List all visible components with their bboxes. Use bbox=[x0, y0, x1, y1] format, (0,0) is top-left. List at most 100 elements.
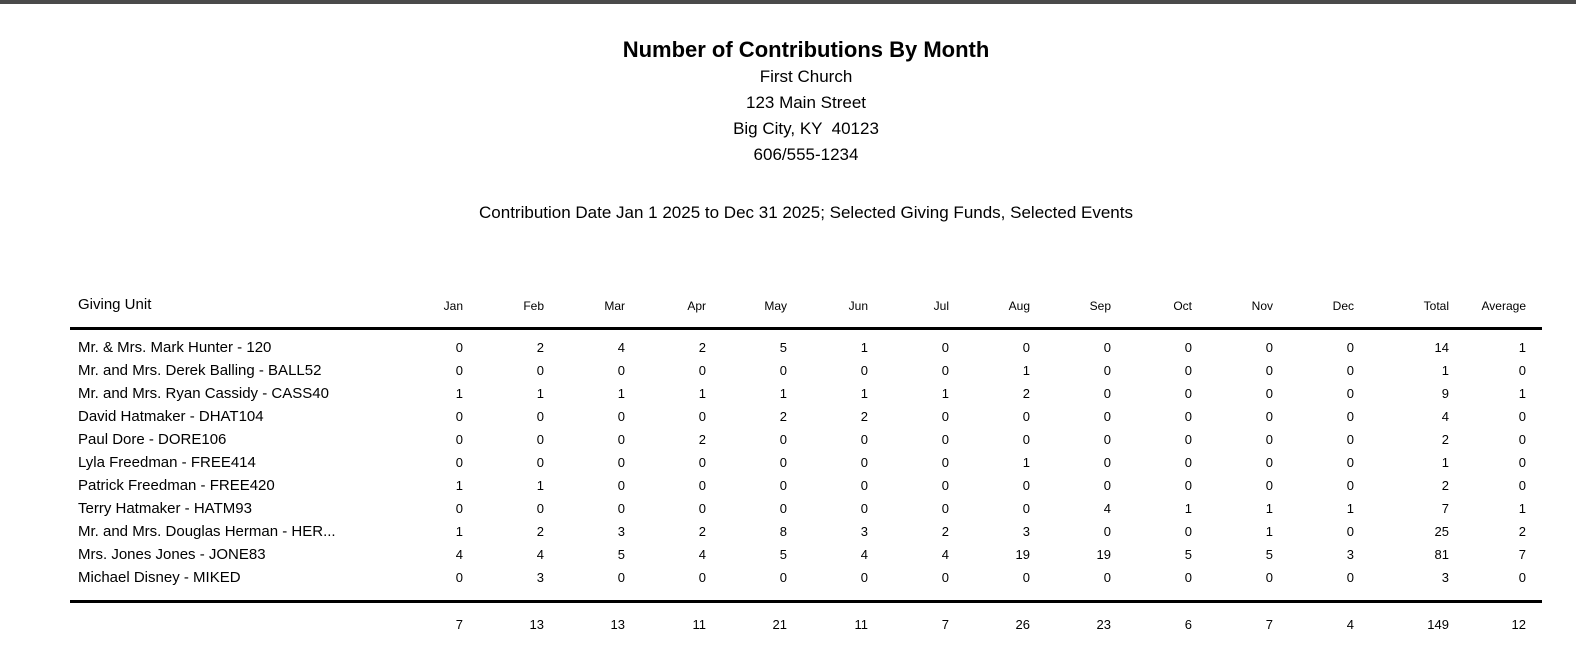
value-cell: 4 bbox=[1441, 409, 1449, 424]
value-cell: 0 bbox=[1265, 432, 1273, 447]
totals-label-cell bbox=[70, 602, 398, 633]
column-header-mar: Mar bbox=[560, 296, 641, 330]
column-header-jun: Jun bbox=[803, 296, 884, 330]
value-cell: 5 bbox=[617, 547, 625, 562]
value-cell: 0 bbox=[1184, 386, 1192, 401]
value-cell: 1 bbox=[1265, 501, 1273, 516]
column-header-may: May bbox=[722, 296, 803, 330]
total-value-cell: 11 bbox=[854, 617, 869, 632]
value-cell: 0 bbox=[617, 501, 625, 516]
value-cell: 0 bbox=[1022, 478, 1030, 493]
value-cell: 3 bbox=[1022, 524, 1030, 539]
value-cell: 0 bbox=[698, 455, 706, 470]
total-value-cell: 26 bbox=[1015, 617, 1030, 632]
value-cell: 0 bbox=[1518, 478, 1526, 493]
value-cell: 0 bbox=[560, 566, 641, 603]
value-cell: 0 bbox=[1518, 363, 1526, 378]
table-row: Michael Disney - MIKED 0 3 0 0 0 0 0 0 0 0 0 0 3 0 bbox=[70, 566, 1542, 603]
value-cell: 19 bbox=[1096, 547, 1111, 562]
total-value-cell: 13 bbox=[610, 617, 625, 632]
value-cell: 0 bbox=[1265, 455, 1273, 470]
value-cell: 0 bbox=[860, 455, 868, 470]
value-cell: 1 bbox=[617, 386, 625, 401]
value-cell: 0 bbox=[1289, 566, 1370, 603]
value-cell: 2 bbox=[1518, 524, 1526, 539]
value-cell: 0 bbox=[617, 455, 625, 470]
value-cell: 1 bbox=[536, 386, 544, 401]
value-cell: 0 bbox=[1265, 478, 1273, 493]
total-value-cell: 6 bbox=[1184, 617, 1192, 632]
value-cell: 0 bbox=[779, 478, 787, 493]
value-cell: 4 bbox=[698, 547, 706, 562]
total-value-cell: 21 bbox=[772, 617, 787, 632]
column-header-dec: Dec bbox=[1289, 296, 1370, 330]
value-cell: 0 bbox=[1022, 340, 1030, 355]
value-cell: 1 bbox=[860, 386, 868, 401]
value-cell: 1 bbox=[941, 386, 949, 401]
total-value-cell: 23 bbox=[1096, 617, 1111, 632]
organization-name: First Church bbox=[759, 67, 853, 86]
value-cell: 0 bbox=[1184, 455, 1192, 470]
contributions-table: Giving Unit Jan Feb Mar Apr May Jun Jul Aug Sep Oc… bbox=[70, 296, 1542, 632]
value-cell: 0 bbox=[617, 432, 625, 447]
value-cell: 0 bbox=[698, 363, 706, 378]
value-cell: 0 bbox=[860, 432, 868, 447]
value-cell: 2 bbox=[941, 524, 949, 539]
value-cell: 1 bbox=[1518, 386, 1526, 401]
value-cell: 1 bbox=[455, 524, 463, 539]
giving-unit-cell: Mrs. Jones Jones - JONE83 bbox=[78, 546, 266, 563]
value-cell: 0 bbox=[941, 478, 949, 493]
value-cell: 4 bbox=[941, 547, 949, 562]
value-cell: 0 bbox=[698, 409, 706, 424]
giving-unit-cell: David Hatmaker - DHAT104 bbox=[78, 408, 264, 425]
value-cell: 8 bbox=[779, 524, 787, 539]
column-header-nov: Nov bbox=[1208, 296, 1289, 330]
value-cell: 0 bbox=[1265, 409, 1273, 424]
value-cell: 1 bbox=[1346, 501, 1354, 516]
value-cell: 0 bbox=[455, 455, 463, 470]
value-cell: 2 bbox=[698, 340, 706, 355]
giving-unit-cell: Lyla Freedman - FREE414 bbox=[78, 454, 256, 471]
value-cell: 0 bbox=[1184, 363, 1192, 378]
value-cell: 0 bbox=[941, 432, 949, 447]
value-cell: 0 bbox=[1346, 409, 1354, 424]
column-header-giving-unit: Giving Unit bbox=[70, 296, 398, 330]
value-cell: 4 bbox=[536, 547, 544, 562]
total-value-cell: 12 bbox=[1511, 617, 1526, 632]
value-cell: 0 bbox=[1346, 363, 1354, 378]
value-cell: 7 bbox=[1518, 547, 1526, 562]
value-cell: 1 bbox=[455, 478, 463, 493]
value-cell: 0 bbox=[1265, 363, 1273, 378]
value-cell: 0 bbox=[779, 455, 787, 470]
value-cell: 1 bbox=[455, 386, 463, 401]
value-cell: 1 bbox=[1441, 455, 1449, 470]
value-cell: 3 bbox=[617, 524, 625, 539]
value-cell: 0 bbox=[1103, 478, 1111, 493]
value-cell: 0 bbox=[455, 409, 463, 424]
value-cell: 0 bbox=[1103, 340, 1111, 355]
value-cell: 4 bbox=[1103, 501, 1111, 516]
value-cell: 0 bbox=[779, 501, 787, 516]
table-row: Mr. and Mrs. Douglas Herman - HER... 1 2 3 2… bbox=[70, 520, 1542, 543]
value-cell: 0 bbox=[455, 363, 463, 378]
value-cell: 0 bbox=[1346, 386, 1354, 401]
value-cell: 0 bbox=[617, 363, 625, 378]
value-cell: 0 bbox=[1208, 566, 1289, 603]
value-cell: 0 bbox=[536, 432, 544, 447]
table-row: Mr. and Mrs. Ryan Cassidy - CASS40 1 1 1 1 1 1… bbox=[70, 382, 1542, 405]
value-cell: 5 bbox=[1265, 547, 1273, 562]
value-cell: 0 bbox=[941, 409, 949, 424]
total-value-cell: 4 bbox=[1346, 617, 1354, 632]
value-cell: 2 bbox=[536, 340, 544, 355]
table-row: Paul Dore - DORE106 0 0 0 2 0 0 0 0 0 0 0 0 2 0 bbox=[70, 428, 1542, 451]
totals-row: 7 13 13 11 21 11 7 26 23 6 7 4 149 12 bbox=[70, 602, 1542, 633]
total-value-cell: 149 bbox=[1427, 617, 1449, 632]
value-cell: 2 bbox=[1441, 478, 1449, 493]
column-header-apr: Apr bbox=[641, 296, 722, 330]
column-header-oct: Oct bbox=[1127, 296, 1208, 330]
value-cell: 1 bbox=[1265, 524, 1273, 539]
table-body: Mr. & Mrs. Mark Hunter - 120 0 2 4 2 5 1 0 0 0 0 0 0… bbox=[70, 329, 1542, 603]
value-cell: 0 bbox=[641, 566, 722, 603]
value-cell: 3 bbox=[1346, 547, 1354, 562]
value-cell: 0 bbox=[860, 501, 868, 516]
